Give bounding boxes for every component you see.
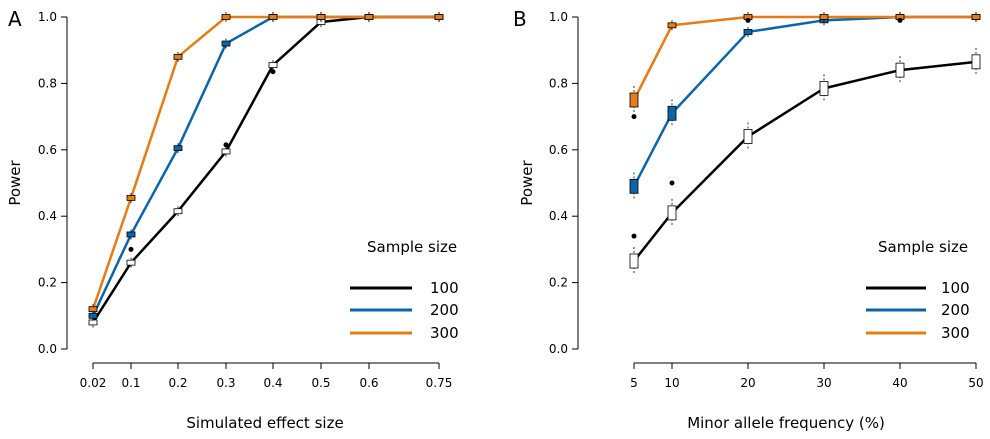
outlier-point [897,17,903,23]
box-marker [268,14,278,20]
box-marker [667,105,677,121]
panel-a: A 0.0 0.2 0.4 0.6 0.8 1.0 0.02 0.1 0.2 0.3 0.4 0.5 0.… [6,7,459,432]
legend-title: Sample size [367,238,457,256]
box-marker [268,62,278,69]
y-axis-label: Power [6,159,24,205]
box-marker [173,145,183,152]
y-tick-label: 0.6 [38,143,57,157]
panel-label: A [8,7,22,31]
series-line-100 [633,60,977,262]
legend-label-200: 200 [430,301,459,319]
panel-b: B 0.0 0.2 0.4 0.6 0.8 1.0 5 10 20 30 40 50 Minor alle… [513,7,984,432]
y-tick-label: 0.4 [549,209,568,223]
outlier-point [223,142,229,148]
box-marker [819,80,829,96]
box-marker [221,14,231,20]
x-tick-label: 5 [630,376,638,390]
series-line-200 [91,15,439,317]
box-marker [126,259,136,266]
y-tick-label: 1.0 [549,10,568,24]
box-marker [819,14,829,20]
box-marker [667,205,677,221]
series-line-300 [632,15,976,101]
x-axis-label: Minor allele frequency (%) [687,414,885,432]
series-line-100 [91,15,439,324]
box-marker [895,62,905,78]
outlier-point [745,17,751,23]
legend-label-300: 300 [430,324,459,342]
box-marker [743,129,753,144]
box-marker [126,195,136,201]
y-tick-label: 0.4 [38,209,57,223]
y-tick-label: 0.2 [549,276,568,290]
box-marker [88,306,98,313]
box-marker [971,14,981,20]
box-marker [173,53,183,60]
x-tick-label: 40 [892,376,907,390]
y-tick-label: 0.8 [549,76,568,90]
x-tick-label: 10 [664,376,679,390]
x-tick-label: 0.02 [80,376,107,390]
outlier-point [631,233,637,239]
box-marker [629,253,639,269]
box-marker [971,54,981,70]
y-tick-label: 0.6 [549,143,568,157]
outlier-point [669,180,675,186]
outlier-point [128,246,134,252]
x-tick-label: 50 [968,376,983,390]
box-marker [364,14,374,20]
x-tick-label: 0.75 [426,376,453,390]
box-marker [434,14,444,20]
outlier-point [631,114,637,120]
outlier-point [270,69,276,75]
box-marker [629,92,639,108]
x-axis-label: Simulated effect size [186,414,343,432]
x-tick-label: 0.2 [168,376,187,390]
x-tick-label: 20 [740,376,755,390]
legend-label-300: 300 [941,324,970,342]
box-marker [126,231,136,238]
box-marker [316,14,326,20]
y-tick-label: 1.0 [38,10,57,24]
x-tick-label: 0.5 [311,376,330,390]
y-axis-label: Power [518,159,536,205]
x-tick-label: 0.1 [121,376,140,390]
x-tick-label: 30 [816,376,831,390]
legend-label-200: 200 [941,301,970,319]
legend-label-100: 100 [430,279,459,297]
box-marker [221,40,231,47]
box-marker [743,29,753,35]
x-tick-label: 0.3 [216,376,235,390]
x-tick-label: 0.6 [359,376,378,390]
legend-label-100: 100 [941,279,970,297]
panel-label: B [513,7,527,31]
box-marker [221,148,231,155]
box-marker [667,22,677,29]
y-tick-label: 0.8 [38,76,57,90]
y-tick-label: 0.2 [38,276,57,290]
box-marker [173,208,183,215]
box-marker [629,178,639,194]
legend-title: Sample size [878,238,968,256]
x-tick-label: 0.4 [263,376,282,390]
y-tick-label: 0.0 [549,342,568,356]
series-line-300 [91,15,439,310]
y-tick-label: 0.0 [38,342,57,356]
